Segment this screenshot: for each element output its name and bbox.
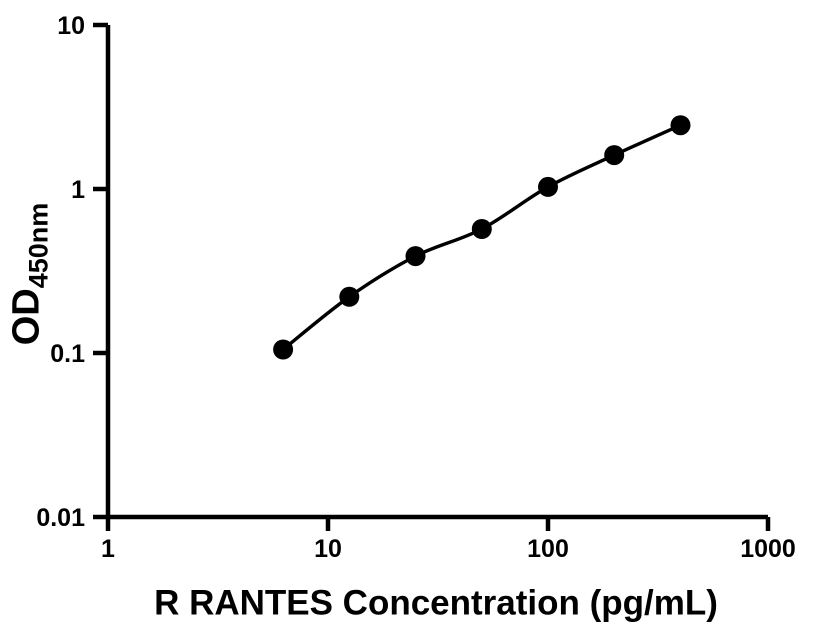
x-tick-label: 1 [101,535,115,563]
data-point-marker [339,286,360,307]
y-axis-label: OD450nm [5,202,54,346]
x-axis-label: R RANTES Concentration (pg/mL) [154,583,718,623]
x-tick-label: 100 [527,535,569,563]
y-axis-label-main: OD [5,288,48,346]
data-point-marker [471,219,492,239]
data-point-marker [670,115,691,136]
y-tick-label: 0.1 [50,340,85,368]
y-tick-label: 0.01 [36,504,85,532]
data-point-marker [273,339,294,360]
axis-lines [105,25,768,520]
x-tick-label: 10 [314,535,342,563]
y-tick-label: 1 [71,176,85,204]
data-point-marker [405,246,426,267]
y-tick-label: 10 [57,12,85,40]
data-point-marker [604,145,625,166]
x-tick-label: 1000 [740,535,796,563]
y-axis-label-subscript: 450nm [23,202,54,289]
data-point-marker [538,176,558,197]
